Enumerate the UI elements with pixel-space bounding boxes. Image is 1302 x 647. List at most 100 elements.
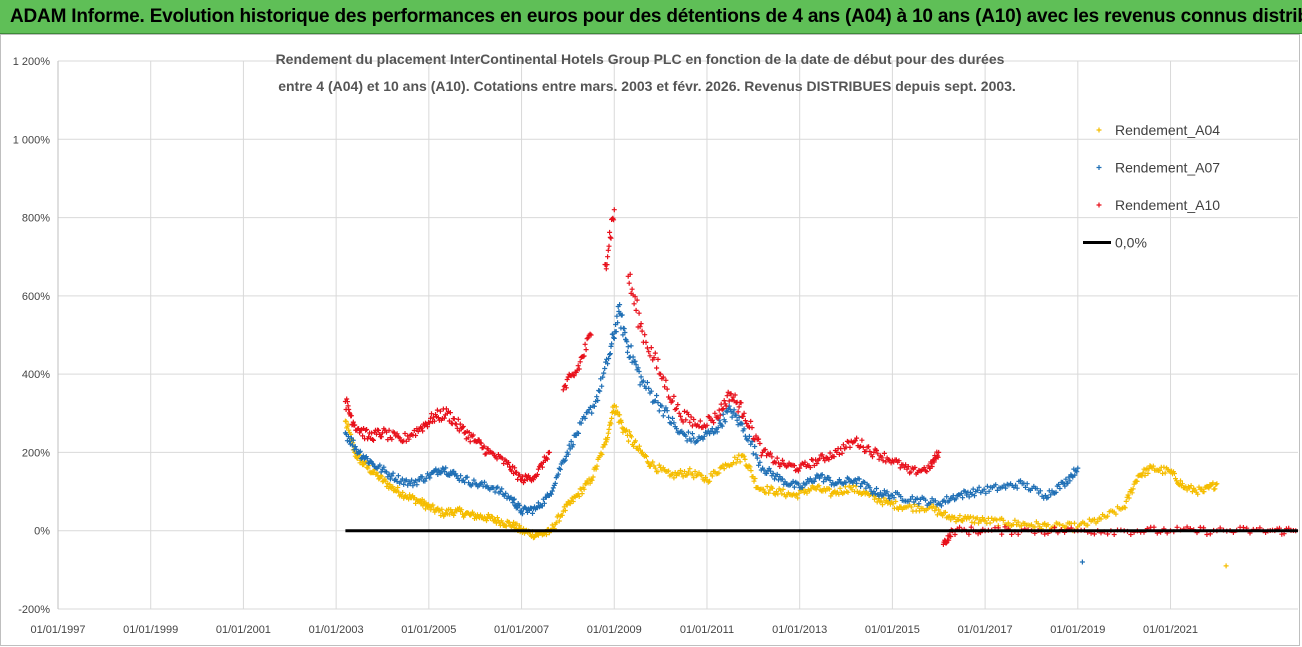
data-point bbox=[766, 466, 772, 471]
data-point bbox=[666, 414, 672, 420]
data-point bbox=[1184, 487, 1190, 493]
data-point bbox=[741, 410, 747, 416]
data-point bbox=[631, 443, 636, 449]
data-point bbox=[972, 493, 977, 499]
data-point bbox=[958, 491, 964, 496]
data-point bbox=[691, 417, 697, 422]
data-point bbox=[363, 427, 369, 433]
data-point bbox=[410, 483, 416, 489]
chart-frame bbox=[0, 34, 1300, 646]
data-point bbox=[846, 476, 852, 482]
data-point bbox=[802, 459, 808, 465]
data-point bbox=[374, 470, 380, 476]
data-point bbox=[517, 502, 523, 508]
data-point bbox=[386, 427, 392, 433]
data-point bbox=[1057, 521, 1063, 527]
data-point bbox=[733, 460, 739, 466]
data-point bbox=[543, 532, 549, 538]
data-point bbox=[484, 518, 489, 524]
data-point bbox=[400, 490, 406, 495]
data-point bbox=[942, 509, 948, 515]
data-point bbox=[651, 355, 657, 361]
data-point bbox=[601, 370, 607, 376]
data-point bbox=[413, 433, 419, 438]
data-point bbox=[506, 460, 512, 465]
data-point bbox=[606, 356, 612, 361]
data-point bbox=[868, 488, 874, 494]
chart-axes: -200% 0% 200% 400% 600% 800% 1 000% 1 200% 01/01… bbox=[13, 56, 1198, 636]
data-point bbox=[343, 419, 349, 424]
data-point bbox=[1032, 524, 1038, 530]
data-point bbox=[970, 486, 976, 492]
data-point bbox=[693, 423, 699, 429]
data-point bbox=[828, 493, 834, 499]
data-point bbox=[740, 452, 746, 458]
data-point bbox=[983, 490, 989, 496]
data-point bbox=[443, 465, 449, 471]
data-point bbox=[796, 490, 802, 496]
data-point bbox=[1184, 524, 1190, 530]
data-point bbox=[845, 489, 851, 495]
x-tick-label: 01/01/2001 bbox=[216, 624, 271, 636]
data-point bbox=[1045, 522, 1051, 528]
data-point bbox=[1129, 490, 1135, 496]
data-point bbox=[563, 385, 569, 391]
data-point bbox=[976, 520, 981, 526]
data-point bbox=[1174, 524, 1180, 530]
data-point bbox=[1048, 492, 1054, 498]
data-point bbox=[427, 420, 432, 426]
data-point bbox=[582, 415, 588, 421]
data-point bbox=[575, 363, 581, 369]
data-point bbox=[585, 335, 591, 341]
data-point bbox=[624, 427, 629, 433]
data-point bbox=[880, 502, 885, 508]
data-point bbox=[752, 444, 758, 449]
data-point bbox=[723, 403, 729, 409]
data-point bbox=[822, 458, 828, 464]
data-point bbox=[584, 336, 590, 342]
data-point bbox=[740, 428, 746, 434]
data-point bbox=[390, 484, 396, 490]
data-point bbox=[646, 349, 652, 355]
data-point bbox=[583, 347, 589, 353]
data-point bbox=[600, 374, 606, 380]
data-point bbox=[817, 475, 822, 481]
data-point bbox=[570, 442, 576, 448]
x-tick-label: 01/01/2007 bbox=[494, 624, 549, 636]
data-point bbox=[1151, 524, 1157, 530]
data-point bbox=[492, 489, 498, 495]
data-point bbox=[999, 531, 1005, 537]
data-point bbox=[1042, 531, 1048, 537]
data-point bbox=[626, 280, 632, 286]
data-point bbox=[933, 505, 939, 511]
data-point bbox=[495, 484, 501, 490]
data-point bbox=[898, 494, 904, 500]
data-point bbox=[684, 472, 690, 478]
data-point bbox=[764, 471, 770, 476]
data-point bbox=[358, 427, 364, 433]
data-point bbox=[732, 454, 738, 460]
data-point bbox=[813, 457, 819, 463]
data-point bbox=[605, 247, 611, 253]
data-point bbox=[795, 495, 801, 501]
data-point bbox=[599, 452, 605, 457]
x-tick-label: 01/01/2013 bbox=[772, 624, 827, 636]
data-point bbox=[556, 465, 562, 471]
data-point bbox=[557, 467, 563, 472]
data-point bbox=[827, 450, 833, 456]
data-point bbox=[867, 485, 873, 491]
data-point bbox=[753, 433, 759, 439]
data-point bbox=[866, 444, 872, 450]
data-point bbox=[350, 419, 356, 425]
data-point bbox=[457, 421, 463, 427]
data-point bbox=[682, 469, 687, 474]
data-point bbox=[384, 429, 389, 435]
data-point bbox=[357, 448, 363, 454]
data-point bbox=[607, 352, 613, 358]
data-point bbox=[858, 484, 864, 489]
data-point bbox=[360, 462, 366, 468]
data-point bbox=[687, 466, 693, 472]
data-point bbox=[1111, 532, 1117, 537]
data-point bbox=[987, 520, 993, 526]
data-point bbox=[451, 512, 457, 518]
